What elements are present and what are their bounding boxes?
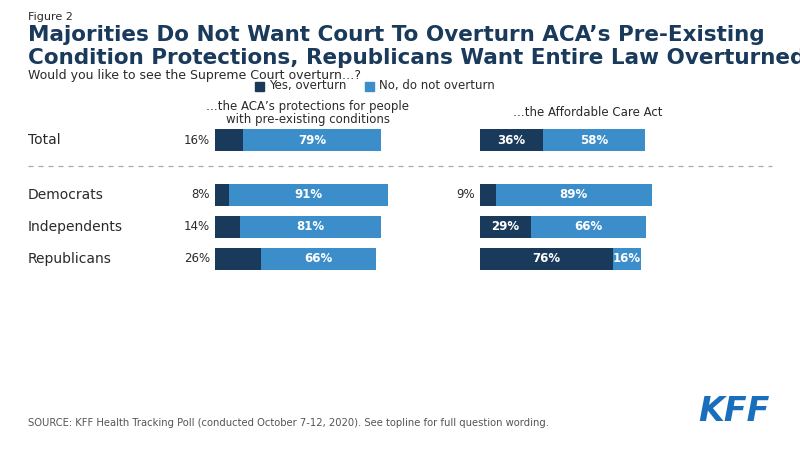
Text: 16%: 16%	[613, 252, 641, 266]
Bar	[243, 129, 382, 151]
Text: Condition Protections, Republicans Want Entire Law Overturned: Condition Protections, Republicans Want …	[28, 48, 800, 68]
Text: 36%: 36%	[498, 134, 526, 147]
Text: 29%: 29%	[491, 220, 519, 234]
Text: Democrats: Democrats	[28, 188, 104, 202]
Bar	[480, 248, 613, 270]
Bar	[229, 184, 388, 206]
Text: 91%: 91%	[294, 189, 322, 202]
Bar	[480, 129, 543, 151]
Text: …the ACA’s protections for people: …the ACA’s protections for people	[206, 100, 410, 113]
Text: 58%: 58%	[580, 134, 608, 147]
Bar	[480, 184, 496, 206]
Text: 81%: 81%	[296, 220, 325, 234]
Text: …the Affordable Care Act: …the Affordable Care Act	[514, 106, 662, 119]
Text: 16%: 16%	[184, 134, 210, 147]
Bar	[480, 216, 530, 238]
Bar	[365, 81, 374, 90]
Bar	[543, 129, 645, 151]
Bar	[215, 248, 261, 270]
Text: SOURCE: KFF Health Tracking Poll (conducted October 7-12, 2020). See topline for: SOURCE: KFF Health Tracking Poll (conduc…	[28, 418, 549, 428]
Text: 79%: 79%	[298, 134, 326, 147]
Text: 66%: 66%	[574, 220, 602, 234]
Bar	[613, 248, 641, 270]
Bar	[215, 216, 239, 238]
Text: 66%: 66%	[304, 252, 332, 266]
Text: 14%: 14%	[184, 220, 210, 234]
Text: Independents: Independents	[28, 220, 123, 234]
Bar	[496, 184, 651, 206]
Bar	[239, 216, 382, 238]
Bar	[255, 81, 264, 90]
Text: 8%: 8%	[191, 189, 210, 202]
Text: with pre-existing conditions: with pre-existing conditions	[226, 113, 390, 126]
Text: Would you like to see the Supreme Court overturn…?: Would you like to see the Supreme Court …	[28, 69, 361, 82]
Text: Figure 2: Figure 2	[28, 12, 73, 22]
Text: No, do not overturn: No, do not overturn	[379, 80, 494, 93]
Text: 89%: 89%	[559, 189, 588, 202]
Bar	[215, 129, 243, 151]
Text: Republicans: Republicans	[28, 252, 112, 266]
Text: KFF: KFF	[698, 395, 770, 428]
Text: Majorities Do Not Want Court To Overturn ACA’s Pre-Existing: Majorities Do Not Want Court To Overturn…	[28, 25, 765, 45]
Text: Yes, overturn: Yes, overturn	[269, 80, 346, 93]
Bar	[261, 248, 376, 270]
Text: 26%: 26%	[184, 252, 210, 266]
Bar	[215, 184, 229, 206]
Text: 76%: 76%	[533, 252, 561, 266]
Text: 9%: 9%	[456, 189, 475, 202]
Text: Total: Total	[28, 133, 61, 147]
Bar	[530, 216, 646, 238]
